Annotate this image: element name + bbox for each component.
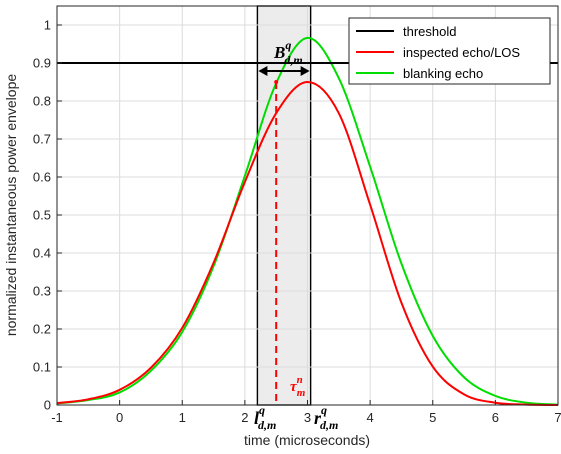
x-tick-label-8: 7 xyxy=(554,410,561,425)
x-tick-label-4: 3 xyxy=(304,410,311,425)
x-axis-label: time (microseconds) xyxy=(244,432,370,448)
right-label-base: r xyxy=(314,408,322,428)
axis-ticks: -1 0 1 2 3 4 5 6 700.10.20.30.40.50.60.70.80.91 xyxy=(33,18,561,426)
left-edge-label: lq d,m xyxy=(254,403,276,432)
x-tick-label-1: 0 xyxy=(116,410,123,425)
x-tick-label-5: 4 xyxy=(367,410,374,425)
legend-label-threshold: threshold xyxy=(403,24,456,39)
legend-label-blanking: blanking echo xyxy=(403,66,483,81)
right-edge-label: rq d,m xyxy=(314,403,338,432)
x-tick-label-2: 1 xyxy=(179,410,186,425)
left-label-base: l xyxy=(254,408,259,428)
tau-label-base: τ xyxy=(290,379,298,395)
y-tick-label-5: 0.5 xyxy=(33,208,51,223)
right-label-sub: d,m xyxy=(320,418,338,432)
legend-label-inspected: inspected echo/LOS xyxy=(403,45,520,60)
tau-label-sub: m xyxy=(297,387,306,399)
tau-label: τn m xyxy=(290,374,306,399)
y-tick-label-6: 0.6 xyxy=(33,170,51,185)
x-tick-label-6: 5 xyxy=(429,410,436,425)
left-label-sub: d,m xyxy=(258,418,276,432)
width-label-sup: q xyxy=(285,38,291,52)
series-line-blanking-echo xyxy=(56,36,559,406)
legend: threshold inspected echo/LOS blanking ec… xyxy=(348,17,551,85)
y-tick-label-8: 0.8 xyxy=(33,94,51,109)
width-label-sub: d,m xyxy=(284,53,302,67)
tau-label-sup: n xyxy=(297,374,303,386)
y-tick-label-10: 1 xyxy=(44,18,51,33)
width-label: Bq d,m xyxy=(273,38,303,67)
y-tick-label-3: 0.3 xyxy=(33,284,51,299)
series-line-inspected-echo-los xyxy=(56,80,559,406)
y-tick-label-0: 0 xyxy=(44,398,51,413)
width-arrow xyxy=(258,66,310,76)
width-arrow-head-right xyxy=(300,66,310,76)
x-tick-label-7: 6 xyxy=(492,410,499,425)
width-arrow-head-left xyxy=(258,66,268,76)
x-tick-label-3: 2 xyxy=(241,410,248,425)
left-label-sup: q xyxy=(259,403,265,417)
width-label-base: B xyxy=(273,43,285,62)
y-tick-label-2: 0.2 xyxy=(33,322,51,337)
x-tick-label-0: -1 xyxy=(51,410,63,425)
y-tick-label-4: 0.4 xyxy=(33,246,51,261)
y-axis-label: normalized instantaneous power envelope xyxy=(3,74,19,336)
right-label-sup: q xyxy=(321,403,327,417)
y-tick-label-7: 0.7 xyxy=(33,132,51,147)
y-tick-label-1: 0.1 xyxy=(33,360,51,375)
y-tick-label-9: 0.9 xyxy=(33,56,51,71)
